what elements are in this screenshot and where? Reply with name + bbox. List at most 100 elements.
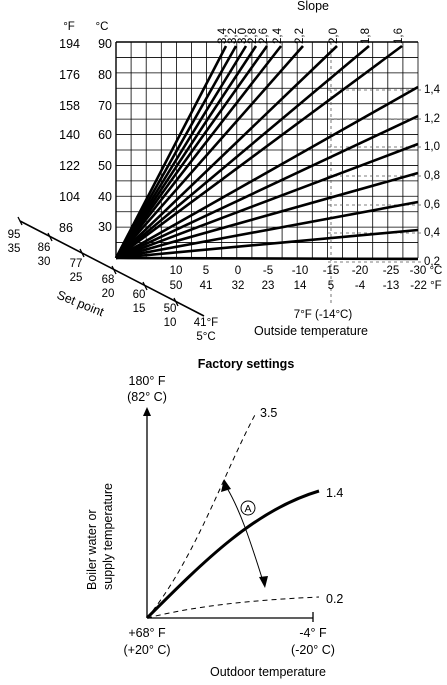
slope-line [115, 85, 419, 260]
setpoint-f-label: 41°F [194, 317, 218, 329]
slope-line [115, 114, 419, 260]
heating-curve-chart: Slope °F °C 194 176 158 140 122 104 90 8… [8, 0, 443, 343]
curve-0-2 [146, 596, 320, 619]
setpoint-ticks [17, 216, 179, 307]
slope-line [114, 45, 258, 259]
supply-c-tick: 60 [98, 128, 112, 142]
curve-high-label: 3.5 [260, 406, 277, 420]
supply-f-tick: 194 [59, 37, 80, 51]
slope-label: 2,0 [328, 28, 340, 44]
slope-label: 1,0 [424, 141, 440, 153]
setpoint-extra-f: 86 [59, 221, 73, 235]
curve-3-5 [146, 412, 257, 619]
setpoint-tick [173, 297, 179, 307]
y-top-f-label: 180° F [129, 374, 166, 388]
adjustment-arc [226, 487, 263, 579]
setpoint-f-label: 77 [70, 258, 83, 270]
slope-line [115, 45, 338, 259]
slope-label: 0,6 [424, 199, 440, 211]
supply-c-tick: 30 [98, 220, 112, 234]
outside-f-tick: 32 [232, 280, 245, 292]
outside-f-tick: -4 [355, 280, 366, 292]
setpoint-c-label: 20 [102, 288, 115, 300]
unit-c-label: °C [96, 21, 109, 33]
x-left-f-label: +68° F [128, 626, 166, 640]
slope-label: 2,6 [258, 28, 270, 44]
marker-circle [240, 500, 256, 516]
outside-c-tick: -15 [323, 265, 340, 277]
slope-line [114, 45, 248, 259]
setpoint-f-label: 95 [8, 229, 21, 241]
supply-f-ticks: 194 176 158 140 122 104 [59, 37, 80, 204]
slope-label: 0,2 [424, 256, 440, 268]
setpoint-c-label: 25 [70, 272, 83, 284]
adjustment-arrow-up [221, 479, 231, 492]
supply-f-tick: 140 [59, 128, 80, 142]
outside-c-tick: 5 [203, 265, 209, 277]
outside-f-ticks: 50 41 32 23 14 5 -4 -13 -22 °F [170, 280, 442, 292]
slope-line [115, 45, 370, 259]
slope-label: 0,8 [424, 170, 440, 182]
slope-label: 3,2 [227, 28, 239, 44]
slope-label: 1,6 [393, 28, 405, 44]
setpoint-tick [47, 232, 53, 242]
supply-f-tick: 104 [59, 190, 80, 204]
setpoint-f-label: 60 [133, 289, 146, 301]
outside-f-tick: -22 °F [410, 280, 441, 292]
outside-c-tick: -20 [352, 265, 369, 277]
supply-c-tick: 50 [98, 159, 112, 173]
slope-line [115, 200, 419, 260]
curve-1-4 [145, 489, 320, 620]
setpoint-c-label: 15 [133, 303, 146, 315]
adjustment-arrow-down [259, 576, 268, 588]
setpoint-c-label: 10 [164, 317, 177, 329]
y-axis-arrow [143, 407, 151, 416]
supply-c-tick: 70 [98, 99, 112, 113]
setpoint-c-label: 30 [38, 256, 51, 268]
setpoint-f-label: 68 [102, 274, 115, 286]
slope-line [114, 45, 228, 259]
slope-line [114, 45, 283, 259]
slope-line [115, 45, 304, 259]
setpoint-f-label: 50 [164, 303, 177, 315]
x-axis-label: Outdoor temperature [210, 665, 326, 679]
slope-labels-top: 3,4 3,2 3,0 2,8 2,6 2,4 2,2 2,0 1,8 1,6 [217, 27, 405, 44]
x-left-c-label: (+20° C) [123, 643, 170, 657]
slope-line [115, 228, 419, 260]
marker-label: A [244, 503, 251, 515]
setpoint-tick-labels: 95 35 86 30 77 25 68 20 60 15 50 10 41°F… [8, 229, 219, 343]
outside-f-tick: -13 [383, 280, 400, 292]
setpoint-c-label: 5°C [196, 331, 215, 343]
outside-ref-label: 7°F (-14°C) [294, 309, 353, 321]
y-top-c-label: (82° C) [127, 390, 167, 404]
slope-label: 1,8 [360, 28, 372, 44]
setpoint-c-label: 35 [8, 243, 21, 255]
supply-c-tick: 90 [98, 37, 112, 51]
supply-f-tick: 122 [59, 159, 80, 173]
supply-f-tick: 158 [59, 99, 80, 113]
setpoint-f-label: 86 [38, 242, 51, 254]
slope-title: Slope [297, 0, 329, 13]
supply-f-tick: 176 [59, 68, 80, 82]
setpoint-tick [111, 265, 117, 275]
slope-label: 3,0 [237, 28, 249, 44]
setpoint-tick [142, 281, 148, 291]
slope-label: 1,2 [424, 113, 440, 125]
slope-line [115, 44, 403, 260]
outside-c-tick: 0 [235, 265, 241, 277]
slope-labels-right: 1,4 1,2 1,0 0,8 0,6 0,4 0,2 [424, 84, 441, 268]
outside-c-tick: -10 [292, 265, 309, 277]
setpoint-label: Set point [55, 288, 106, 320]
outside-f-tick: 23 [262, 280, 275, 292]
setpoint-tick [17, 216, 23, 226]
slope-label: 0,4 [424, 227, 441, 239]
x-right-c-label: (-20° C) [291, 643, 335, 657]
slope-label: 1,4 [424, 84, 441, 96]
curve-default-label: 1.4 [326, 486, 343, 500]
unit-f-label: °F [63, 21, 75, 33]
setpoint-axis [19, 220, 205, 317]
slope-line [115, 256, 419, 261]
setpoint-tick [79, 248, 85, 258]
outside-c-tick: -30 °C [410, 265, 443, 277]
